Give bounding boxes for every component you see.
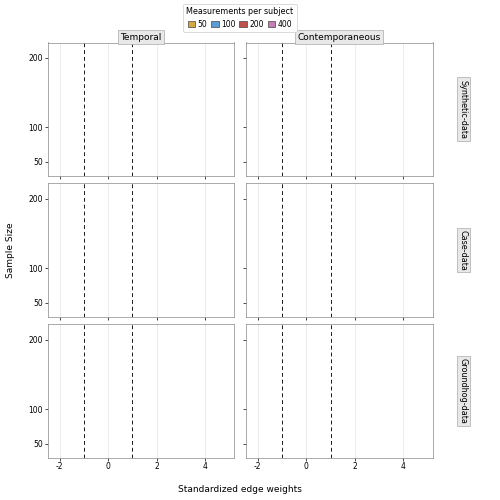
Title: Contemporaneous: Contemporaneous bbox=[298, 32, 380, 42]
Y-axis label: Synthetic-data: Synthetic-data bbox=[458, 80, 468, 138]
Y-axis label: Case-data: Case-data bbox=[458, 230, 468, 270]
Text: Standardized edge weights: Standardized edge weights bbox=[178, 484, 302, 494]
Text: Sample Size: Sample Size bbox=[6, 222, 16, 278]
Legend: 50, 100, 200, 400: 50, 100, 200, 400 bbox=[184, 4, 296, 32]
Y-axis label: Groundhog-data: Groundhog-data bbox=[458, 358, 468, 424]
Title: Temporal: Temporal bbox=[120, 32, 162, 42]
